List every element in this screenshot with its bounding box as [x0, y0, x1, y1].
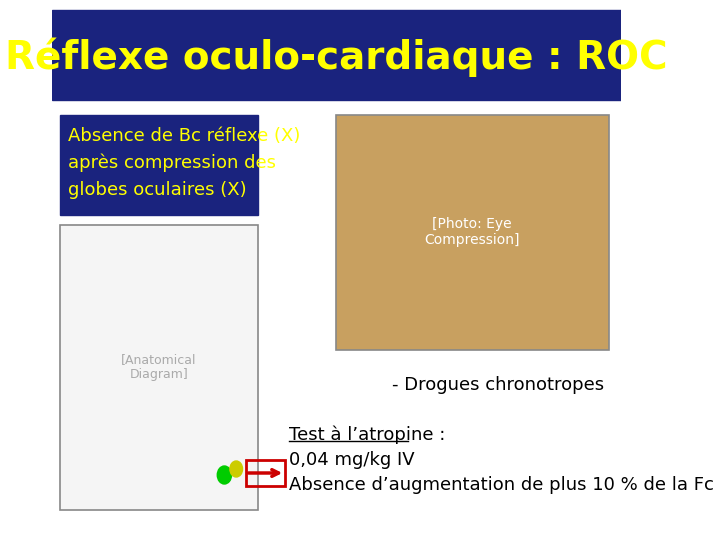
Text: 0,04 mg/kg IV: 0,04 mg/kg IV	[289, 451, 415, 469]
Text: Test à l’atropine :: Test à l’atropine :	[289, 426, 446, 444]
Circle shape	[230, 461, 243, 477]
Circle shape	[217, 466, 232, 484]
FancyArrowPatch shape	[248, 470, 279, 476]
Text: [Anatomical
Diagram]: [Anatomical Diagram]	[121, 353, 197, 381]
Bar	[336, 115, 609, 350]
Text: Absence d’augmentation de plus 10 % de la Fc: Absence d’augmentation de plus 10 % de l…	[289, 476, 714, 494]
Bar	[60, 225, 258, 510]
Bar	[60, 115, 258, 215]
Text: Réflexe oculo-cardiaque : ROC: Réflexe oculo-cardiaque : ROC	[5, 37, 667, 77]
Text: [Photo: Eye
Compression]: [Photo: Eye Compression]	[425, 217, 520, 247]
Bar	[246, 460, 285, 486]
Bar	[53, 10, 621, 100]
Text: - Drogues chronotropes: - Drogues chronotropes	[392, 376, 604, 394]
Text: Absence de Bc réflexe (X)
après compression des
globes oculaires (X): Absence de Bc réflexe (X) après compress…	[68, 127, 300, 199]
